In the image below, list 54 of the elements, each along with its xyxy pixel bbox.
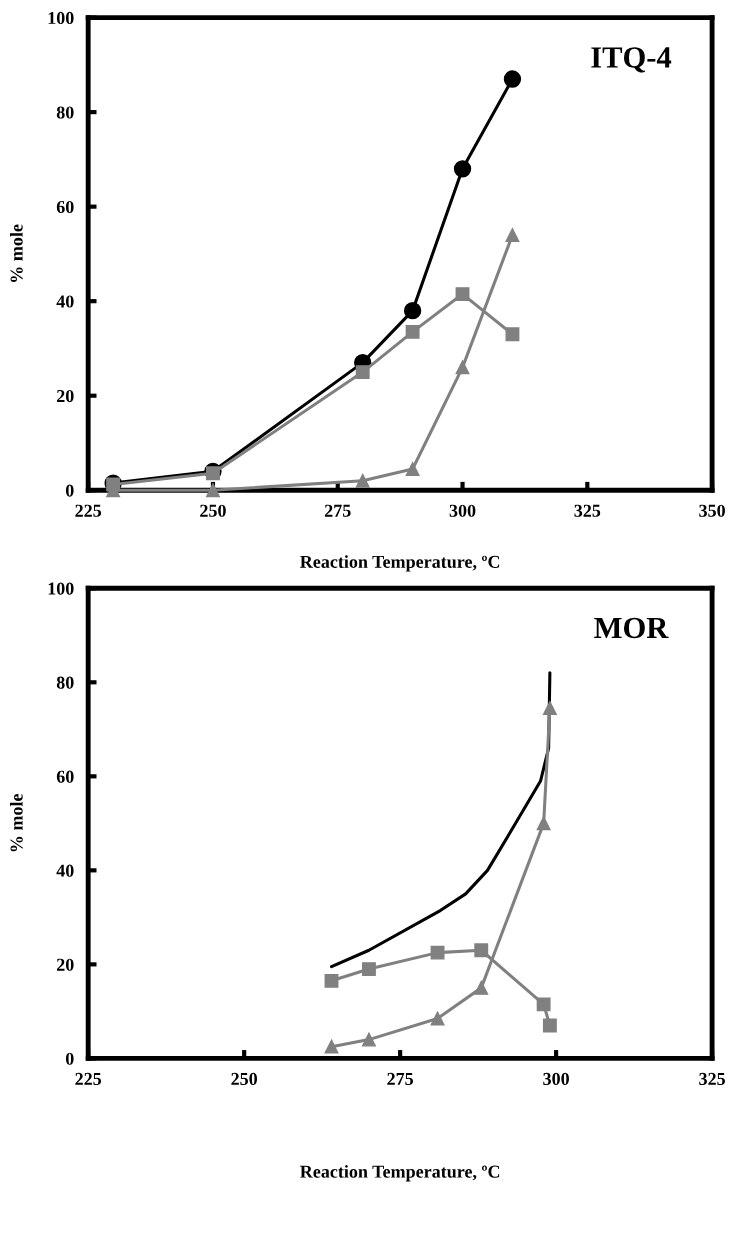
y-axis-title: % mole bbox=[10, 793, 23, 852]
point bbox=[430, 945, 445, 960]
y-tick-label: 100 bbox=[48, 11, 74, 25]
x-tick-label: 325 bbox=[699, 1072, 725, 1085]
annotation: ITQ-4 bbox=[591, 47, 672, 73]
x-tick-label: 225 bbox=[75, 1072, 102, 1085]
point bbox=[455, 360, 470, 375]
point bbox=[455, 287, 470, 302]
annotation: MOR bbox=[594, 617, 669, 639]
y-tick-label: 20 bbox=[56, 389, 74, 403]
y-tick-label: 80 bbox=[56, 106, 74, 119]
x-tick-label: 300 bbox=[449, 504, 476, 517]
x-tick-label: 350 bbox=[699, 504, 725, 517]
point bbox=[361, 1032, 376, 1047]
x-tick-label: 275 bbox=[387, 1072, 414, 1085]
point bbox=[355, 473, 370, 488]
y-tick-label: 20 bbox=[56, 958, 74, 971]
point bbox=[505, 327, 520, 342]
x-tick-label: 225 bbox=[75, 504, 102, 517]
y-tick-label: 40 bbox=[56, 864, 74, 877]
point bbox=[536, 816, 551, 831]
point bbox=[405, 324, 420, 339]
point bbox=[542, 1018, 557, 1033]
point bbox=[503, 70, 522, 88]
point bbox=[324, 973, 339, 988]
x-axis-title: Reaction Temperature, ºC bbox=[300, 555, 500, 572]
y-tick-label: 80 bbox=[56, 676, 74, 689]
point bbox=[474, 980, 489, 995]
y-tick-label: 100 bbox=[48, 582, 74, 595]
point bbox=[536, 997, 551, 1012]
y-tick-label: 60 bbox=[56, 200, 74, 214]
point bbox=[403, 301, 422, 320]
point bbox=[324, 1039, 339, 1054]
x-axis-title: Reaction Temperature, ºC bbox=[300, 1165, 500, 1182]
y-tick-label: 0 bbox=[65, 1052, 74, 1065]
point bbox=[474, 943, 489, 958]
y-axis-title: % mole bbox=[10, 224, 23, 282]
y-tick-label: 60 bbox=[56, 770, 74, 783]
point bbox=[430, 1011, 445, 1026]
point bbox=[355, 365, 370, 380]
point bbox=[542, 701, 557, 716]
point bbox=[453, 160, 472, 178]
y-tick-label: 40 bbox=[56, 295, 74, 308]
point bbox=[206, 466, 220, 481]
point bbox=[405, 462, 420, 476]
y-tick-label: 0 bbox=[65, 484, 74, 497]
x-tick-label: 250 bbox=[231, 1072, 258, 1085]
x-tick-label: 250 bbox=[200, 504, 226, 517]
x-tick-label: 300 bbox=[543, 1072, 569, 1085]
x-tick-label: 275 bbox=[324, 504, 351, 517]
x-tick-label: 325 bbox=[574, 504, 601, 517]
point bbox=[206, 483, 220, 498]
point bbox=[505, 228, 520, 242]
point bbox=[361, 962, 376, 977]
